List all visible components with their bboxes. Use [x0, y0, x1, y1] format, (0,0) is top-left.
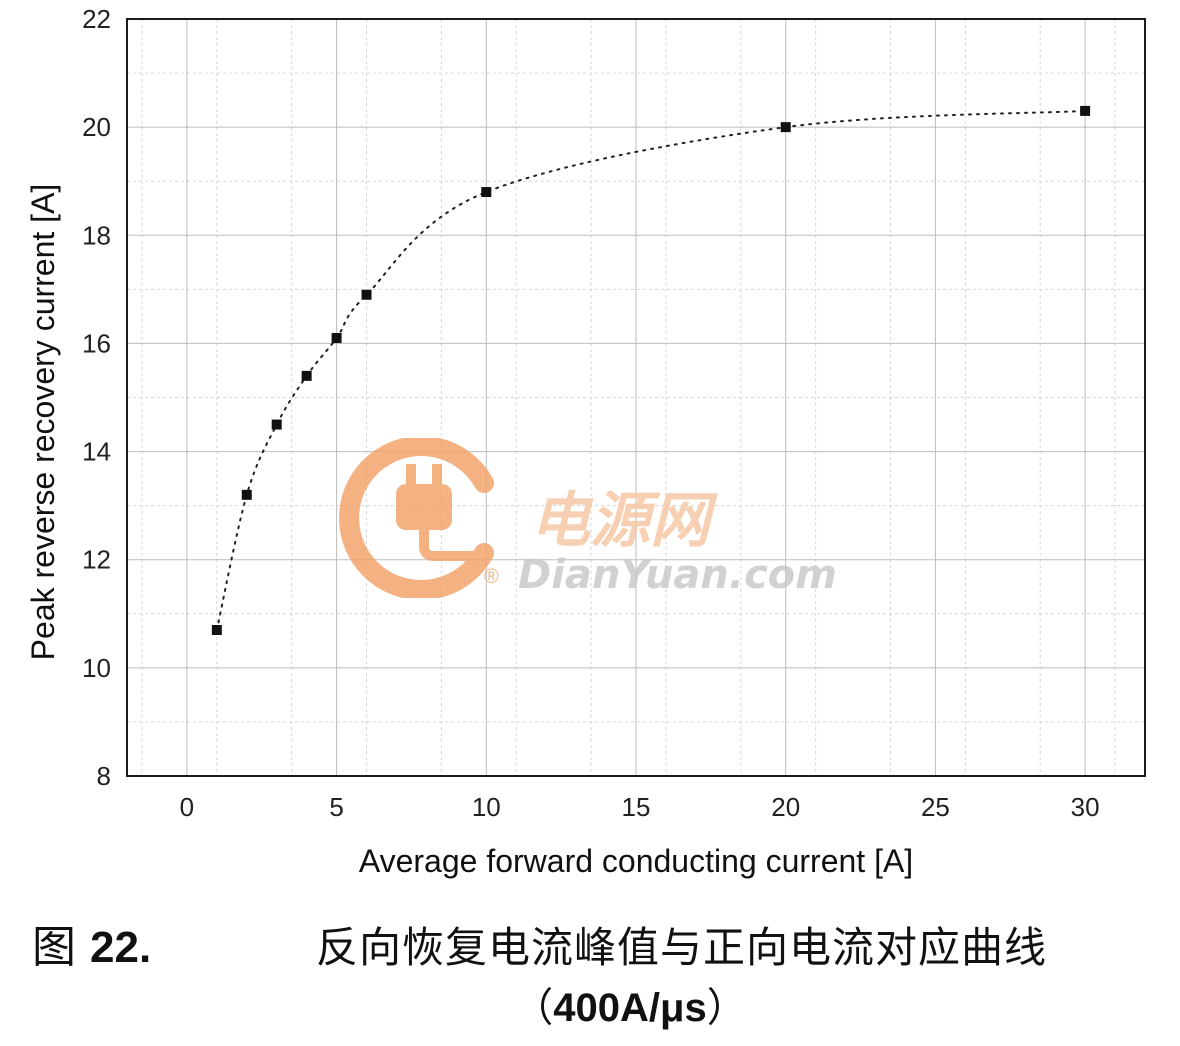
x-tick-label: 0	[180, 792, 194, 822]
figure-subtitle: （400A/μs）	[0, 980, 1180, 1036]
subtitle-value: 400A/μs	[553, 986, 707, 1030]
y-tick-label: 12	[82, 545, 111, 575]
y-tick-labels: 8 10 12 14 16 18 20 22	[82, 4, 111, 791]
y-tick-label: 10	[82, 653, 111, 683]
data-point	[1080, 105, 1091, 116]
plot-frame	[126, 18, 1146, 777]
watermark: 电源网 ® DianYuan.com	[334, 438, 854, 598]
data-point	[241, 489, 252, 500]
x-tick-label: 20	[771, 792, 800, 822]
plug-logo-icon	[339, 438, 494, 598]
y-tick-label: 22	[82, 4, 111, 34]
y-tick-label: 8	[97, 761, 111, 791]
x-tick-label: 5	[329, 792, 343, 822]
chart: 0 5 10 15 20 25 30 8 10 12 14 16 18 20 22 Average for…	[25, 4, 1146, 879]
y-tick-label: 14	[82, 437, 111, 467]
figure-label: 图 22.	[32, 918, 151, 978]
x-tick-label: 15	[622, 792, 651, 822]
data-points	[211, 105, 1091, 636]
data-point	[481, 187, 492, 198]
watermark-en: DianYuan.com	[518, 552, 837, 598]
x-tick-label: 10	[472, 792, 501, 822]
data-point	[780, 122, 791, 133]
data-point	[301, 370, 312, 381]
axes	[126, 18, 1146, 777]
watermark-cn: 电源网	[530, 486, 710, 556]
y-axis-title: Peak reverse recovery current [A]	[25, 184, 61, 661]
figure-label-prefix: 图	[32, 922, 76, 973]
x-tick-labels: 0 5 10 15 20 25 30	[180, 792, 1100, 822]
subtitle-close: ）	[706, 985, 747, 1031]
figure-caption: 图 22. 反向恢复电流峰值与正向电流对应曲线	[32, 918, 1152, 978]
x-tick-label: 30	[1071, 792, 1100, 822]
x-axis-title: Average forward conducting current [A]	[359, 843, 913, 879]
x-tick-label: 25	[921, 792, 950, 822]
data-point	[331, 333, 342, 344]
data-point	[271, 419, 282, 430]
y-tick-label: 18	[82, 220, 111, 250]
data-point	[211, 625, 222, 636]
y-tick-label: 20	[82, 112, 111, 142]
figure-title: 反向恢复电流峰值与正向电流对应曲线	[316, 923, 1048, 972]
figure-number: 22.	[90, 923, 152, 972]
data-point	[361, 289, 372, 300]
subtitle-open: （	[513, 985, 554, 1031]
y-tick-label: 16	[82, 328, 111, 358]
registered-mark: ®	[484, 566, 499, 588]
